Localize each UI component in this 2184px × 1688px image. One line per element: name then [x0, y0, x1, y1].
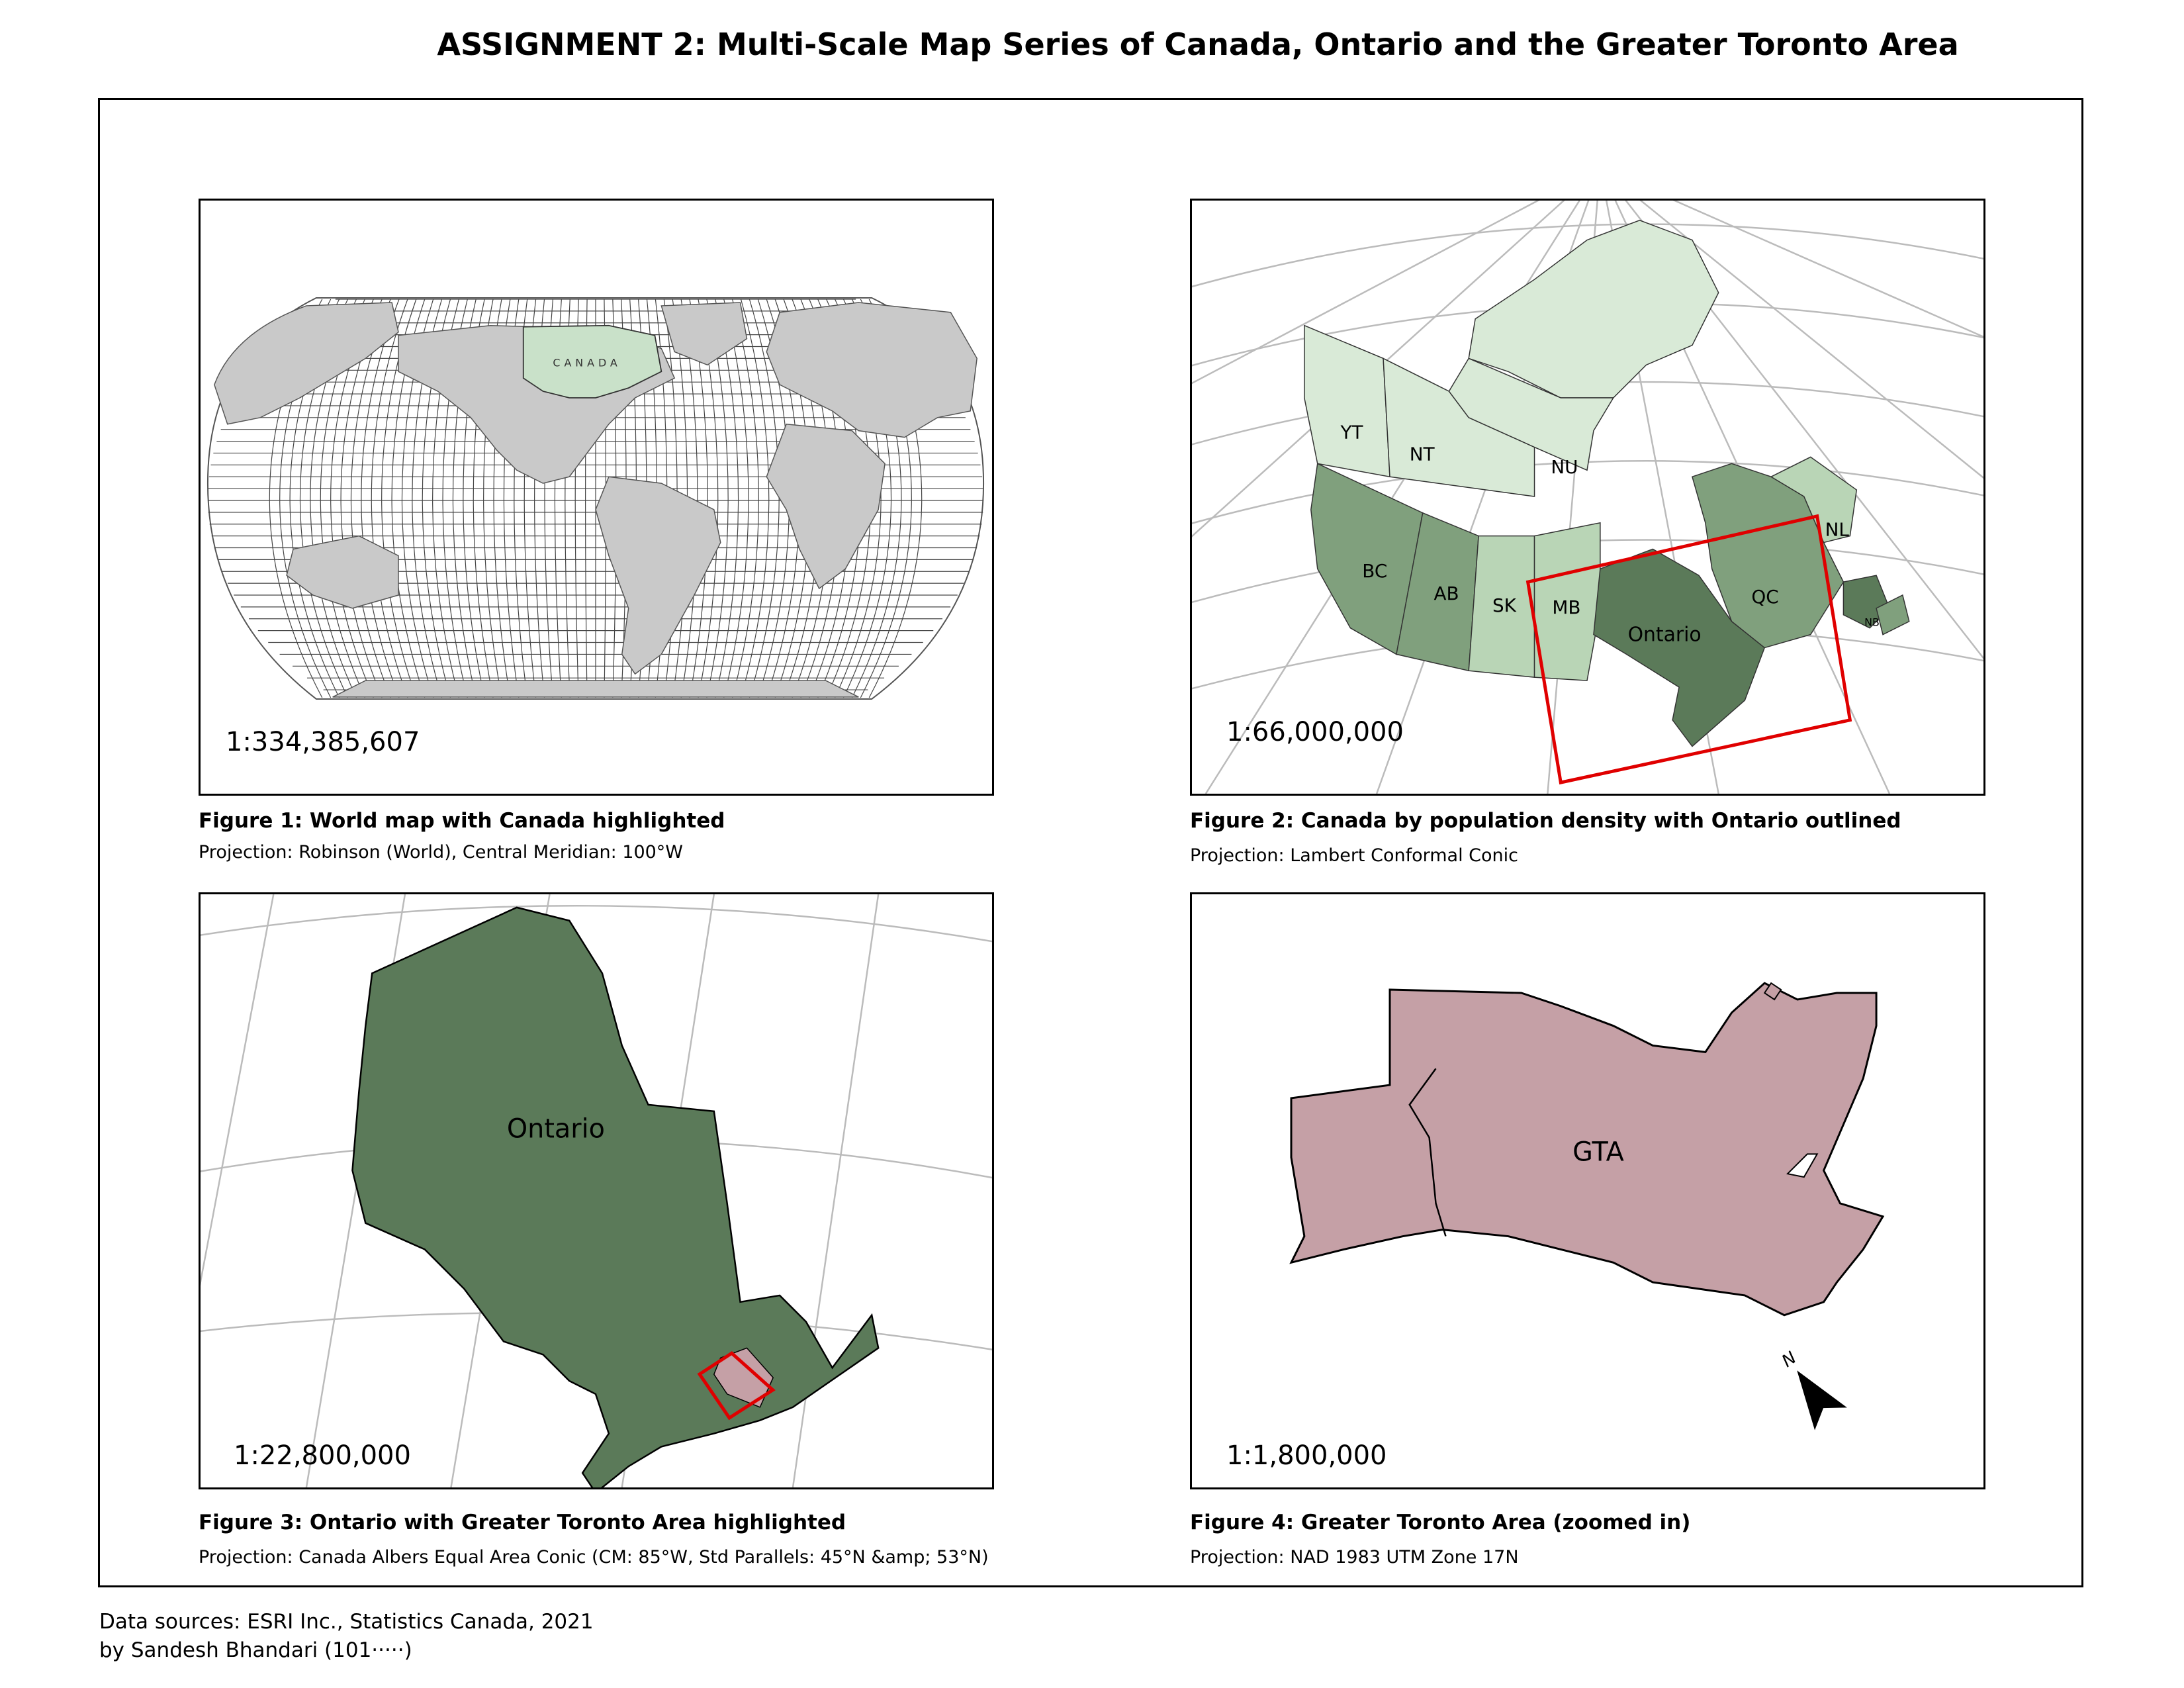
- ontario-shape: [351, 906, 880, 1487]
- nova-scotia: [1876, 594, 1910, 635]
- figure2-caption: Figure 2: Canada by population density w…: [1190, 809, 1901, 833]
- label-nu: NU: [1551, 456, 1578, 478]
- africa: [766, 423, 886, 590]
- figure1-projection: Projection: Robinson (World), Central Me…: [199, 842, 684, 863]
- eurasia: [766, 302, 978, 438]
- graticule-meridian: [723, 299, 749, 698]
- scale-text: 1:66,000,000: [1226, 717, 1404, 747]
- data-sources: Data sources: ESRI Inc., Statistics Cana…: [99, 1610, 594, 1634]
- ontario-label: Ontario: [507, 1114, 605, 1145]
- north-label: N: [1778, 1348, 1800, 1372]
- newfoundland-labrador: [1770, 456, 1858, 543]
- antarctica: [332, 680, 859, 698]
- ontario-map-panel[interactable]: Ontario 1:22,800,000: [199, 892, 994, 1489]
- land: [214, 302, 978, 698]
- world-map: CANADA: [206, 297, 985, 700]
- gta-outline-box: [697, 1351, 776, 1421]
- figure3-caption: Figure 3: Ontario with Greater Toronto A…: [199, 1511, 846, 1534]
- graticule-meridian: [371, 299, 408, 698]
- ontario-outline-box: [1525, 514, 1852, 785]
- label-bc: BC: [1362, 560, 1387, 582]
- gta-island: [1763, 982, 1782, 1001]
- figure3-projection: Projection: Canada Albers Equal Area Con…: [199, 1547, 989, 1568]
- figure2-projection: Projection: Lambert Conformal Conic: [1190, 845, 1518, 866]
- label-sk: SK: [1492, 594, 1517, 616]
- australia: [286, 535, 399, 609]
- gta-inner-boundary: [1408, 1068, 1447, 1237]
- yukon: [1304, 324, 1390, 478]
- label-nb: NB: [1864, 616, 1880, 629]
- figure4-projection: Projection: NAD 1983 UTM Zone 17N: [1190, 1547, 1519, 1568]
- canada-highlight: [522, 324, 662, 399]
- quebec: [1692, 463, 1844, 649]
- north-arrow-icon: [1797, 1370, 1847, 1430]
- south-america: [595, 476, 721, 675]
- graticule-meridian: [715, 299, 739, 698]
- label-qc: QC: [1751, 586, 1778, 608]
- author-credit: by Sandesh Bhandari (101·····): [99, 1638, 412, 1662]
- graticule-meridian: [350, 299, 391, 698]
- canada-map-panel[interactable]: YT NT NU BC AB SK MB Ontario QC NL NB 1:…: [1190, 199, 1985, 796]
- graticule-meridian: [740, 299, 770, 698]
- gta-label: GTA: [1572, 1137, 1624, 1167]
- gta-map: GTA N: [1289, 982, 1885, 1430]
- graticule-meridian: [732, 299, 759, 698]
- graticule-meridian: [361, 299, 400, 698]
- layout-frame: [98, 98, 2083, 1587]
- figure4-caption: Figure 4: Greater Toronto Area (zoomed i…: [1190, 1511, 1691, 1534]
- arctic-islands: [1468, 220, 1719, 399]
- greenland: [660, 302, 748, 366]
- label-mb: MB: [1552, 596, 1580, 618]
- gta-lake-notch: [1786, 1153, 1819, 1178]
- gta-map-panel[interactable]: GTA N 1:1,800,000: [1190, 892, 1985, 1489]
- asia-west: [214, 302, 399, 425]
- figure1-caption: Figure 1: World map with Canada highligh…: [199, 809, 725, 833]
- scale-text: 1:22,800,000: [234, 1440, 411, 1471]
- label-ab: AB: [1434, 583, 1459, 604]
- manitoba: [1533, 522, 1601, 681]
- gta-shape: [1289, 982, 1885, 1317]
- north-arrow: N: [1778, 1348, 1847, 1430]
- label-ontario: Ontario: [1628, 624, 1702, 647]
- label-nl: NL: [1825, 519, 1850, 541]
- canada-label: CANADA: [553, 356, 621, 369]
- scale-text: 1:1,800,000: [1226, 1440, 1387, 1471]
- label-nt: NT: [1410, 443, 1435, 465]
- nunavut: [1448, 357, 1615, 471]
- ontario-province: [1593, 548, 1766, 747]
- scale-text: 1:334,385,607: [226, 727, 420, 757]
- label-yt: YT: [1340, 422, 1364, 444]
- world-map-panel[interactable]: CANADA 1:334,385,607: [199, 199, 994, 796]
- page-title: ASSIGNMENT 2: Multi-Scale Map Series of …: [437, 26, 1959, 62]
- canada-map: YT NT NU BC AB SK MB Ontario QC NL NB: [1192, 201, 1983, 794]
- ontario-map: Ontario: [201, 894, 992, 1487]
- gta-highlight: [713, 1347, 774, 1408]
